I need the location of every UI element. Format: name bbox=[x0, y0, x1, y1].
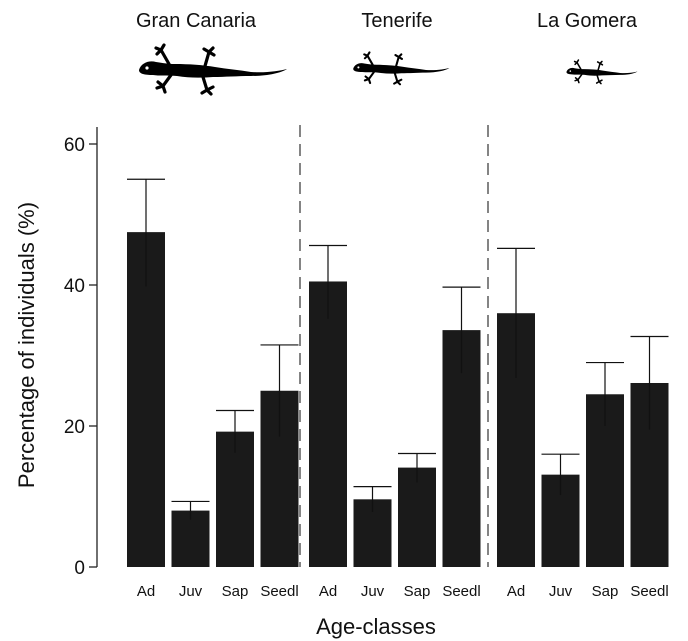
lizard-small-icon bbox=[566, 59, 638, 85]
y-tick-label: 60 bbox=[64, 135, 85, 156]
bar bbox=[398, 467, 436, 567]
bar bbox=[309, 281, 347, 567]
error-bar bbox=[497, 247, 535, 379]
panel-title: La Gomera bbox=[537, 10, 638, 32]
lizard-medium-icon bbox=[353, 51, 450, 86]
category-label: Ad bbox=[507, 583, 525, 600]
category-label: Juv bbox=[549, 583, 573, 600]
y-tick-label: 40 bbox=[64, 276, 85, 297]
error-bar bbox=[353, 486, 392, 513]
category-label: Juv bbox=[179, 583, 203, 600]
error-bar bbox=[216, 409, 254, 453]
error-bar bbox=[630, 335, 669, 430]
category-label: Seedl bbox=[260, 583, 298, 600]
y-axis: 0 20 40 60 bbox=[64, 127, 98, 579]
y-tick-label: 0 bbox=[74, 558, 85, 579]
error-bar bbox=[260, 344, 299, 437]
error-bar bbox=[398, 452, 436, 483]
error-bar bbox=[541, 453, 580, 496]
error-bars bbox=[127, 178, 669, 520]
bar bbox=[216, 431, 254, 567]
panel-titles: Gran Canaria Tenerife La Gomera bbox=[136, 10, 638, 32]
bars bbox=[127, 232, 669, 567]
panel-title: Tenerife bbox=[361, 10, 432, 32]
bar bbox=[127, 232, 165, 567]
lizard-large-icon bbox=[139, 43, 287, 96]
category-label: Sap bbox=[222, 583, 249, 600]
category-label: Seedl bbox=[630, 583, 668, 600]
category-label: Seedl bbox=[442, 583, 480, 600]
category-labels: Ad Juv Sap Seedl Ad Juv Sap Seedl Ad Juv Sap Seedl bbox=[137, 583, 669, 600]
bar bbox=[171, 510, 210, 567]
category-label: Juv bbox=[361, 583, 385, 600]
error-bar bbox=[309, 244, 347, 319]
category-label: Sap bbox=[404, 583, 431, 600]
panel-title: Gran Canaria bbox=[136, 10, 257, 32]
lizard-icons bbox=[139, 43, 638, 96]
x-axis-title: Age-classes bbox=[316, 614, 436, 639]
category-label: Sap bbox=[592, 583, 619, 600]
category-label: Ad bbox=[137, 583, 155, 600]
category-label: Ad bbox=[319, 583, 337, 600]
error-bar bbox=[127, 178, 165, 287]
error-bar bbox=[171, 500, 210, 520]
panel-dividers bbox=[299, 125, 489, 567]
y-axis-title: Percentage of individuals (%) bbox=[14, 202, 39, 488]
error-bar bbox=[586, 361, 624, 426]
error-bar bbox=[442, 286, 481, 374]
y-tick-label: 20 bbox=[64, 417, 85, 438]
